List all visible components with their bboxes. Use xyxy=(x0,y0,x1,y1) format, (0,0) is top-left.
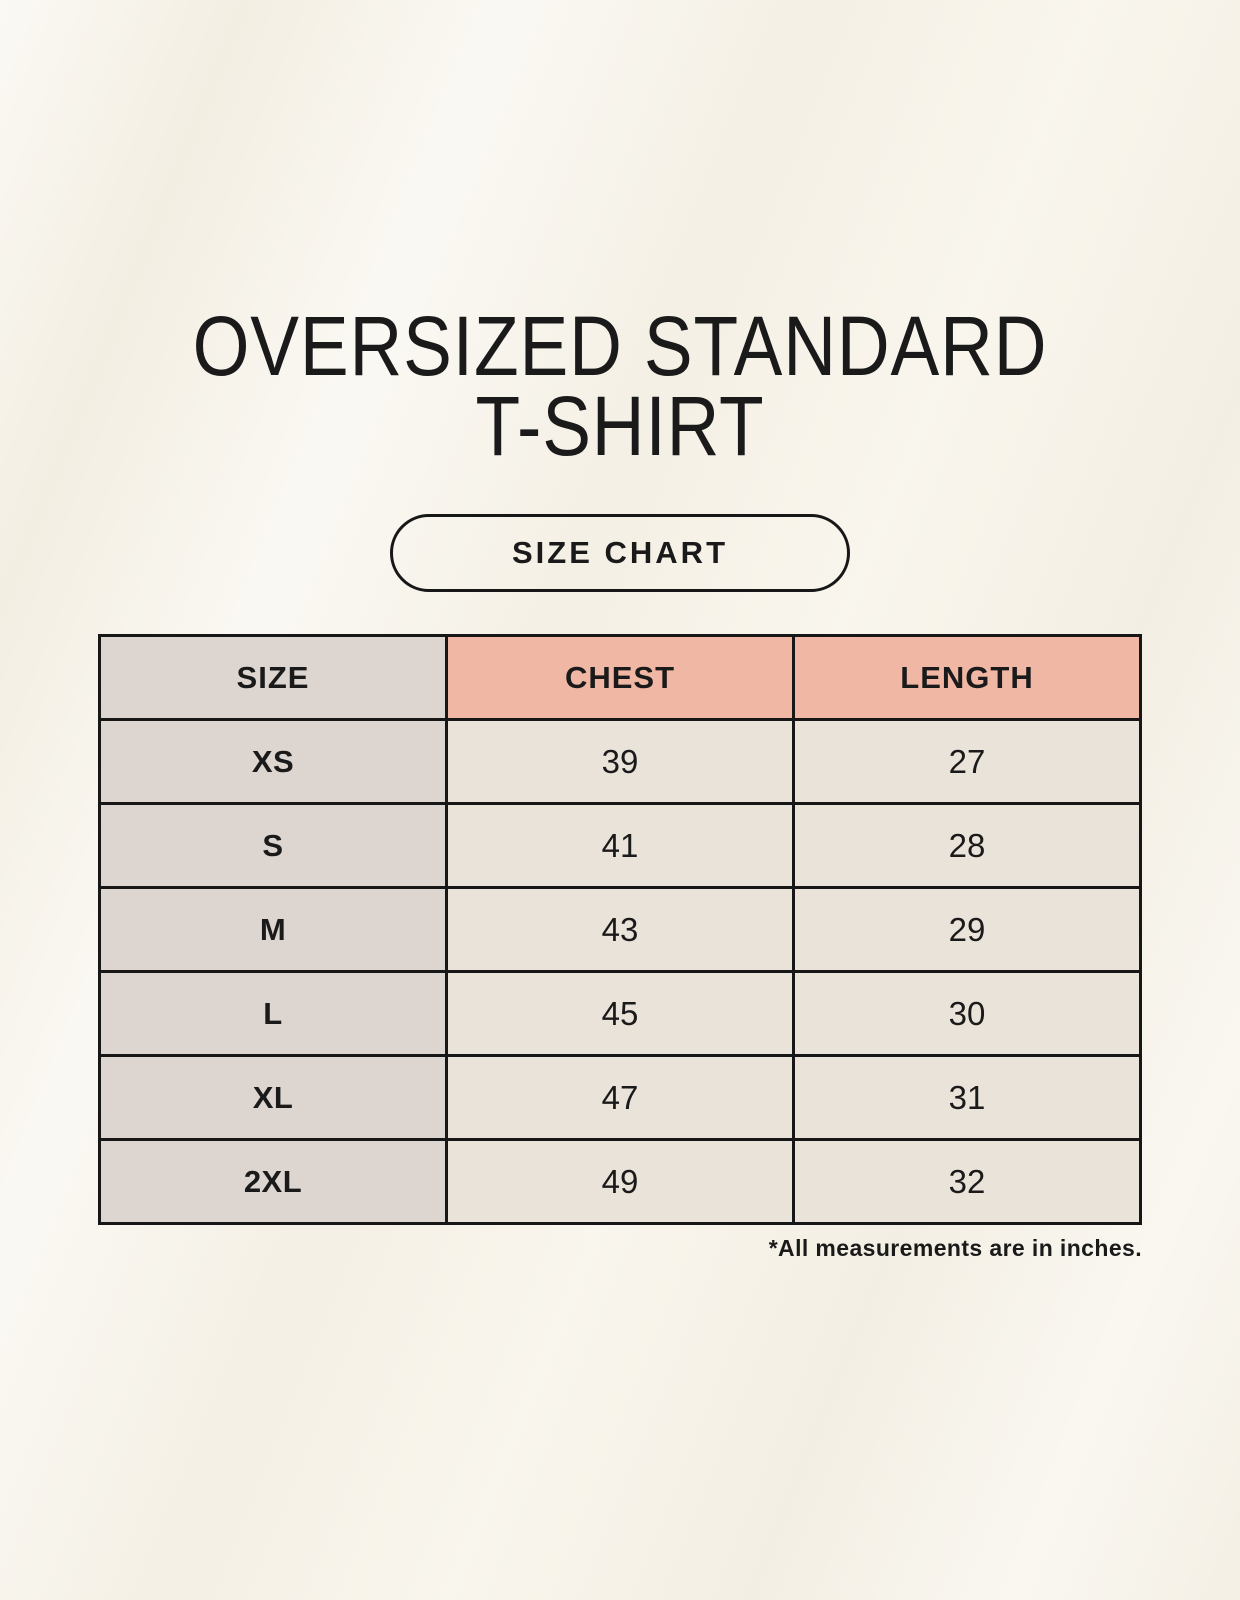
length-cell: 30 xyxy=(792,970,1142,1057)
column-header-chest: CHEST xyxy=(445,634,795,721)
table-row-xl: XL 47 31 xyxy=(98,1054,1142,1141)
table-row-m: M 43 29 xyxy=(98,886,1142,973)
length-cell: 32 xyxy=(792,1138,1142,1225)
column-header-size: SIZE xyxy=(98,634,448,721)
length-cell: 29 xyxy=(792,886,1142,973)
length-cell: 27 xyxy=(792,718,1142,805)
table-row-s: S 41 28 xyxy=(98,802,1142,889)
chest-cell: 49 xyxy=(445,1138,795,1225)
page-title-line-2: T-SHIRT xyxy=(475,379,765,473)
size-chart-button-label: SIZE CHART xyxy=(512,535,728,570)
chest-cell: 47 xyxy=(445,1054,795,1141)
size-chart-table: SIZE CHEST LENGTH XS 39 27 S 41 28 M xyxy=(98,634,1142,1225)
page-title-line-1: OVERSIZED STANDARD xyxy=(192,299,1048,393)
chest-cell: 39 xyxy=(445,718,795,805)
chest-cell: 45 xyxy=(445,970,795,1057)
size-chart-button[interactable]: SIZE CHART xyxy=(390,514,850,592)
chest-cell: 41 xyxy=(445,802,795,889)
chest-cell: 43 xyxy=(445,886,795,973)
table-row-2xl: 2XL 49 32 xyxy=(98,1138,1142,1225)
size-cell: S xyxy=(98,802,448,889)
measurements-footnote: *All measurements are in inches. xyxy=(768,1235,1142,1261)
size-cell: L xyxy=(98,970,448,1057)
size-chart-table-container: SIZE CHEST LENGTH XS 39 27 S 41 28 M xyxy=(98,634,1142,1225)
column-header-length: LENGTH xyxy=(792,634,1142,721)
length-cell: 28 xyxy=(792,802,1142,889)
table-header-row: SIZE CHEST LENGTH xyxy=(98,634,1142,721)
table-row-xs: XS 39 27 xyxy=(98,718,1142,805)
table-row-l: L 45 30 xyxy=(98,970,1142,1057)
size-cell: XL xyxy=(98,1054,448,1141)
size-cell: XS xyxy=(98,718,448,805)
size-cell: 2XL xyxy=(98,1138,448,1225)
page-title: OVERSIZED STANDARD T-SHIRT xyxy=(81,0,1160,473)
size-cell: M xyxy=(98,886,448,973)
length-cell: 31 xyxy=(792,1054,1142,1141)
